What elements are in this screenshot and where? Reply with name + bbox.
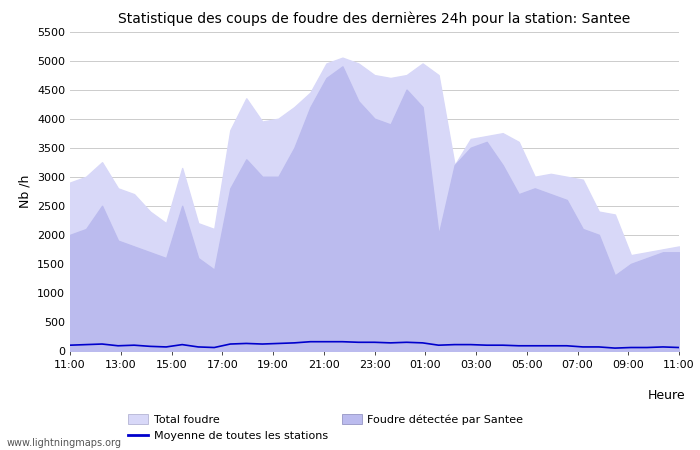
Y-axis label: Nb /h: Nb /h bbox=[18, 175, 32, 208]
Title: Statistique des coups de foudre des dernières 24h pour la station: Santee: Statistique des coups de foudre des dern… bbox=[118, 12, 631, 26]
Text: Heure: Heure bbox=[648, 389, 685, 402]
Legend: Total foudre, Moyenne de toutes les stations, Foudre détectée par Santee: Total foudre, Moyenne de toutes les stat… bbox=[129, 414, 523, 441]
Text: www.lightningmaps.org: www.lightningmaps.org bbox=[7, 438, 122, 448]
